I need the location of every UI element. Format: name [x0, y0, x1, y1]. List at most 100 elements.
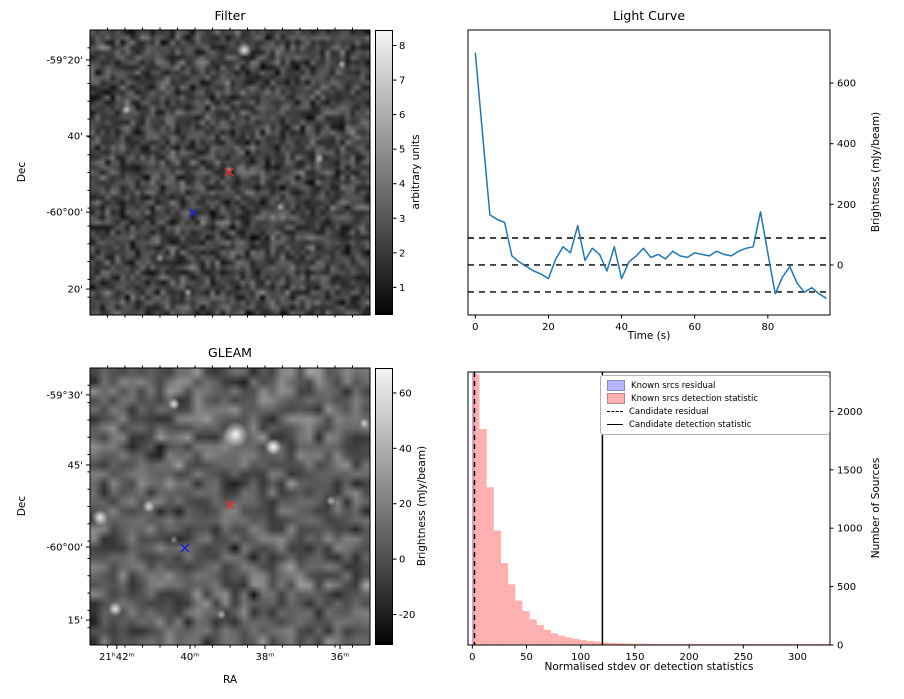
known-residual-swatch [607, 380, 625, 391]
legend-label: Candidate detection statistic [629, 419, 752, 430]
histogram-bar [593, 641, 602, 645]
brightness-tick-label: 600 [837, 79, 856, 90]
legend-label: Known srcs residual [631, 380, 716, 391]
lightcurve-line [474, 52, 827, 299]
gleam-x-axis-label: RA [222, 674, 238, 686]
histogram-bar [715, 644, 723, 645]
dec-tick-label: 15' [68, 616, 83, 627]
histogram-bar [722, 644, 730, 645]
filter-dec-axis-label: Dec [16, 161, 28, 183]
histogram-y-axis-label: Number of Sources [870, 457, 882, 559]
histogram-bar [508, 584, 516, 645]
colorbar-tick-label: 8 [399, 41, 405, 52]
histogram-bar [636, 643, 645, 645]
brightness-tick-label: 0 [837, 260, 843, 271]
histogram-legend: Known srcs residual Known srcs detection… [600, 375, 830, 435]
histogram-bar [522, 611, 530, 645]
light-curve-title: Light Curve [612, 8, 686, 23]
gleam-image [90, 368, 370, 645]
histogram-bar [529, 619, 537, 645]
histogram-bar [801, 644, 809, 645]
filter-image [90, 30, 370, 315]
histogram-bar [608, 642, 616, 645]
count-tick-label: 500 [837, 582, 856, 593]
histogram-bar [744, 644, 752, 645]
colorbar-tick-label: 5 [399, 145, 405, 156]
histogram-bar [515, 600, 523, 645]
filter-title: Filter [214, 8, 246, 23]
histogram-bar [737, 643, 745, 645]
histogram-bar [579, 640, 587, 645]
colorbar-tick-label: 20 [399, 499, 412, 510]
colorbar-tick-label: -20 [399, 610, 415, 621]
ra-tick-label: 21ʰ42ᵐ [99, 652, 135, 663]
histogram-bar [479, 428, 487, 645]
histogram-bar [601, 642, 609, 645]
colorbar-tick-label: 40 [399, 444, 412, 455]
histogram-bar [629, 643, 637, 645]
histogram-bar [543, 629, 552, 645]
count-tick-label: 0 [837, 641, 843, 652]
histogram-bar [586, 641, 594, 645]
filter-colorbar-label: arbitrary units [410, 134, 422, 210]
histogram-bar [651, 643, 659, 645]
histogram-bar [679, 644, 687, 645]
histogram-bar [500, 563, 509, 645]
histogram-bar [615, 643, 623, 645]
histogram-bar [493, 530, 501, 645]
ra-tick-label: 38ᵐ [256, 652, 275, 663]
gleam-colorbar-label: Brightness (mJy/beam) [416, 445, 428, 567]
candidate-residual-line-swatch [607, 411, 623, 412]
ra-tick-label: 36ᵐ [331, 652, 350, 663]
histogram-bar [536, 625, 544, 645]
light-curve-x-axis-label: Time (s) [627, 330, 671, 342]
histogram-bar [486, 487, 494, 645]
colorbar-tick-label: 7 [399, 76, 405, 87]
histogram-bar [772, 644, 780, 645]
dec-tick-label: -60°00' [46, 208, 83, 219]
colorbar-tick-label: 0 [399, 555, 405, 566]
gleam-title: GLEAM [208, 345, 252, 360]
histogram-bar [787, 644, 795, 645]
histogram-bar [665, 644, 673, 645]
legend-label: Known srcs detection statistic [631, 393, 759, 404]
histogram-bar [572, 638, 580, 645]
histogram-bar [701, 644, 709, 645]
colorbar-tick-label: 3 [399, 214, 405, 225]
gleam-colorbar [375, 368, 393, 645]
histogram-bar [472, 374, 480, 645]
known-detection-swatch [607, 393, 625, 404]
histogram-x-axis-label: Normalised stdev or detection statistics [544, 661, 754, 673]
histogram-bar [622, 643, 630, 645]
histogram-bar [758, 644, 766, 645]
histogram-bar [558, 635, 566, 645]
histogram-bar [729, 644, 738, 645]
legend-item-known-residual: Known srcs residual [607, 379, 823, 392]
colorbar-tick-label: 60 [399, 388, 412, 399]
candidate-detection-line-swatch [607, 424, 623, 425]
dec-tick-label: -59°20' [46, 55, 83, 66]
legend-item-known-detection: Known srcs detection statistic [607, 392, 823, 405]
histogram-bar [708, 644, 716, 645]
dec-tick-label: 20' [68, 285, 83, 296]
residual-histogram-bar [472, 372, 475, 645]
gleam-dec-axis-label: Dec [16, 495, 28, 517]
brightness-tick-label: 200 [837, 200, 856, 211]
histogram-bar [694, 644, 702, 645]
histogram-bar [822, 644, 830, 645]
ra-tick-label: 40ᵐ [180, 652, 199, 663]
histogram-bar [686, 643, 695, 645]
histogram-bar [808, 644, 816, 645]
light-curve-y-axis-label: Brightness (mJy/beam) [870, 111, 882, 233]
dec-tick-label: -59°30' [46, 390, 83, 401]
histogram-bar [765, 644, 773, 645]
dec-tick-label: 45' [68, 460, 83, 471]
plot-frame [467, 29, 831, 316]
legend-item-candidate-residual: Candidate residual [607, 405, 823, 418]
histogram-bar [672, 644, 680, 645]
histogram-bar [815, 644, 823, 645]
dec-tick-label: -60°00' [46, 542, 83, 553]
colorbar-tick-label: 1 [399, 283, 405, 294]
brightness-tick-label: 400 [837, 139, 856, 150]
